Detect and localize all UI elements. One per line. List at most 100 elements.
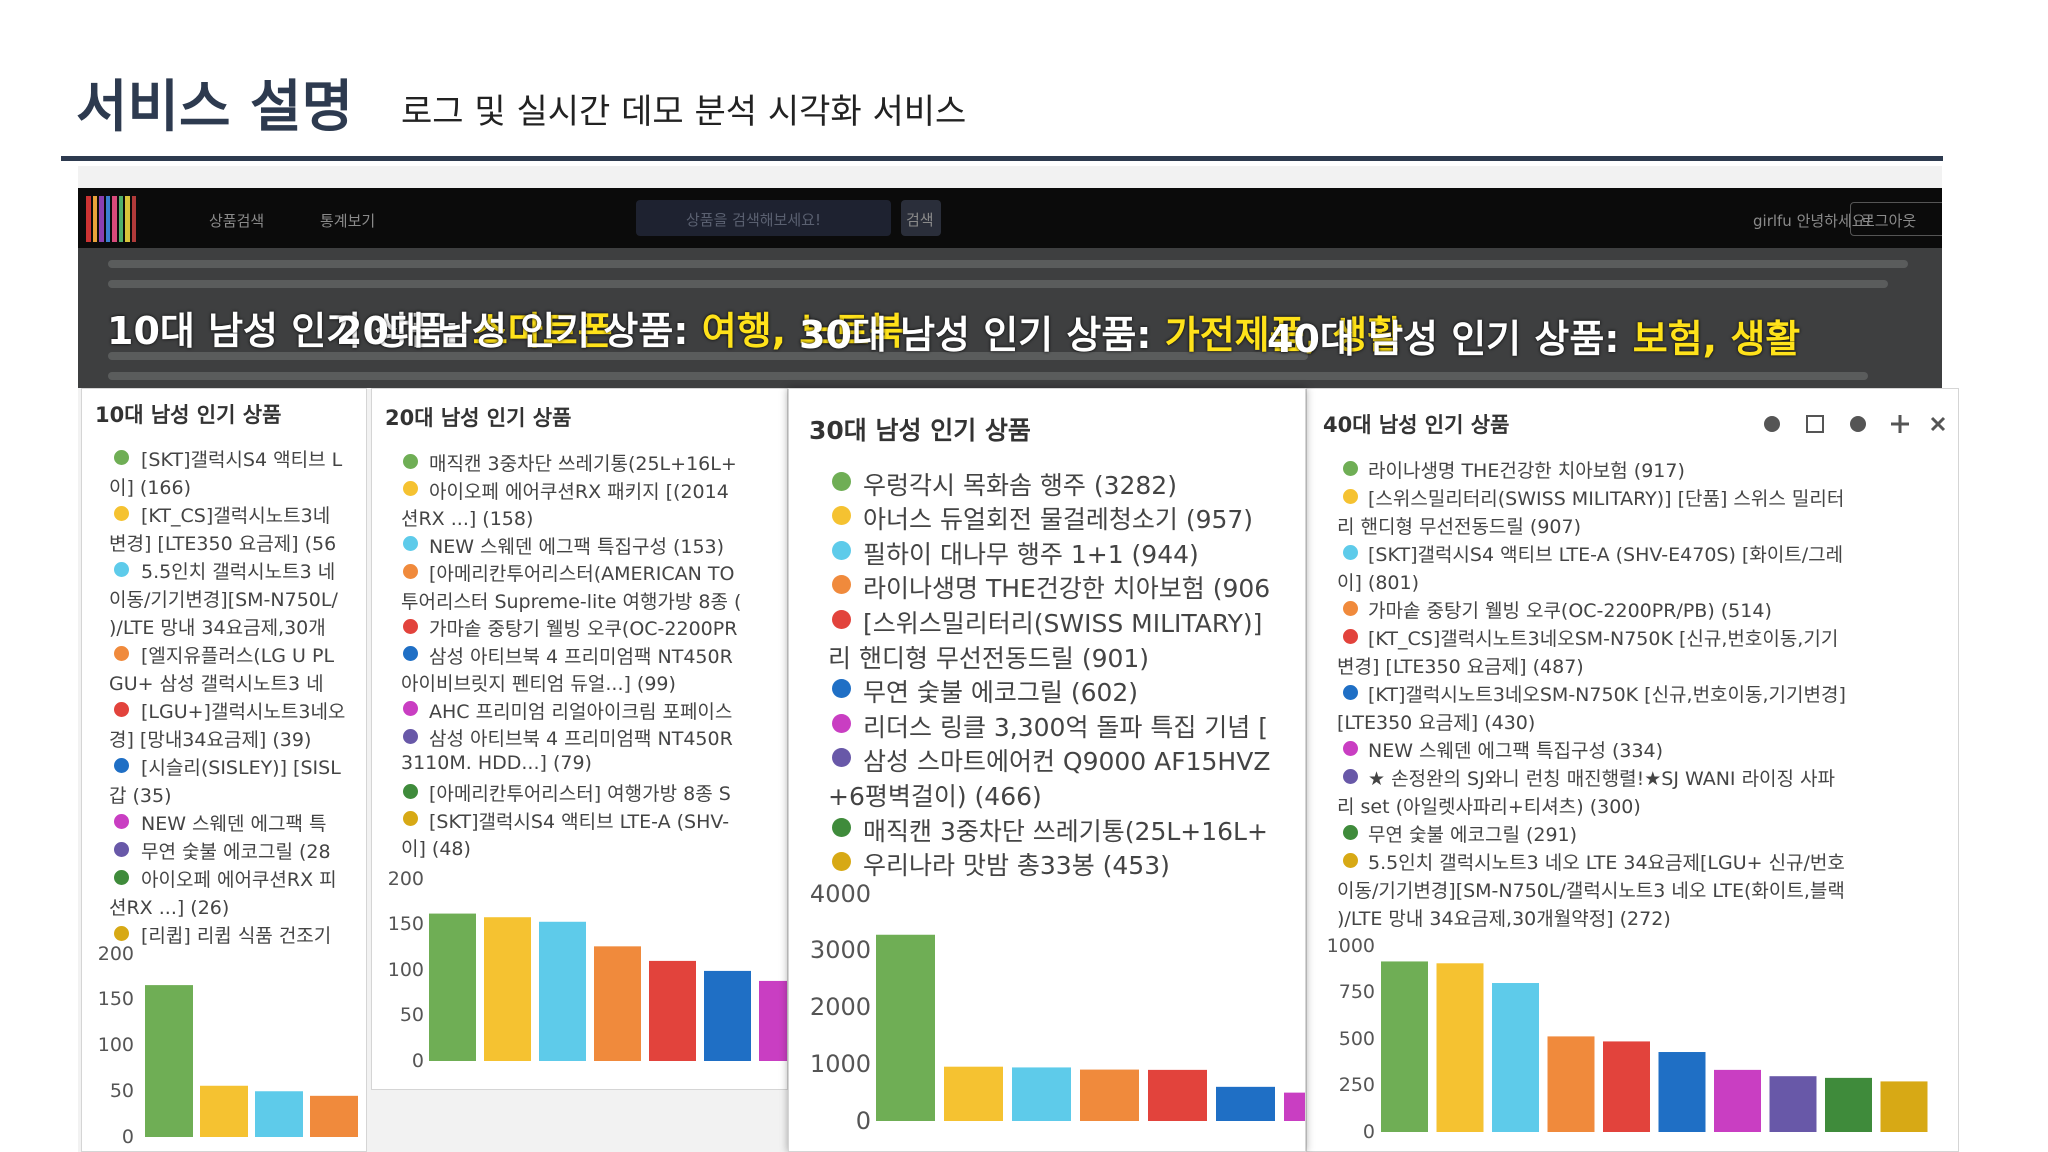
ticker-band	[78, 248, 1942, 388]
y-tick-label: 0	[789, 1106, 871, 1135]
legend-dot	[113, 757, 129, 773]
legend-label: 리 핸디형 무선전동드릴 (907)	[1337, 516, 1582, 539]
legend-label: 션RX ...] (26)	[109, 897, 230, 920]
legend-label: [아메리칸투어리스터(AMERICAN TO	[429, 563, 735, 586]
bar	[944, 1066, 1003, 1121]
legend-dot	[113, 869, 129, 885]
legend-label: 아이오페 에어쿠션RX 패키지 [(2014	[429, 480, 729, 503]
legend-dot	[1342, 684, 1358, 700]
legend-dot	[831, 540, 851, 560]
legend-label: 우리나라 맛밤 총33봉 (453)	[863, 851, 1170, 881]
legend-label: AHC 프리미엄 리얼아이크림 포페이스	[429, 700, 733, 723]
legend-label: 투어리스터 Supreme-lite 여행가방 8종 (	[401, 590, 742, 613]
overlay-highlight: 보험, 생활	[1632, 317, 1801, 361]
legend-label: [리큅] 리큅 식품 건조기	[141, 925, 332, 948]
bar	[1769, 1076, 1817, 1132]
legend-label: [스위스밀리터리(SWISS MILITARY)] [단품] 스위스 밀리터	[1368, 488, 1845, 511]
legend-label: 션RX ...] (158)	[401, 508, 534, 531]
legend-dot	[402, 536, 418, 551]
legend-dot	[831, 609, 851, 629]
nav-link[interactable]: 통계보기	[320, 212, 376, 230]
legend-label: 무연 숯불 에코그릴 (602)	[863, 678, 1139, 708]
bar	[1012, 1067, 1071, 1121]
y-tick-label: 2000	[789, 993, 871, 1022]
legend-dot	[113, 561, 129, 577]
slide-subtitle: 로그 및 실시간 데모 분석 시각화 서비스	[401, 92, 967, 132]
navbar: 상품검색 통계보기 상품을 검색해보세요! 검색 girlfu 안녕하세요! 로…	[78, 188, 1942, 248]
legend-dot	[402, 783, 418, 799]
search-box[interactable]: 상품을 검색해보세요!	[636, 200, 891, 236]
legend-label: [LTE350 요금제] (430)	[1337, 712, 1536, 735]
ticker-line	[108, 372, 1868, 380]
legend-label: 아이비브릿지 펜티엄 듀얼...] (99)	[401, 673, 676, 696]
logout-label: 로그아웃	[1861, 212, 1917, 230]
toolbar-icon	[1850, 416, 1866, 432]
bar	[200, 1085, 248, 1137]
bar	[1436, 963, 1484, 1132]
legend-dot	[831, 713, 851, 733]
overlay-highlight: 가전제품, 생활	[1164, 313, 1403, 357]
legend-dot	[402, 563, 418, 579]
title-rule	[61, 156, 1943, 161]
logout-button[interactable]: 로그아웃	[1850, 202, 1942, 236]
y-tick-label: 1000	[1307, 934, 1375, 957]
bar	[1714, 1069, 1761, 1132]
legend-dot	[402, 811, 418, 826]
legend-label: 무연 숯불 에코그릴 (28	[141, 841, 331, 864]
legend-label: NEW 스웨덴 에그팩 특집구성 (334)	[1368, 740, 1664, 763]
y-tick-label: 100	[82, 1034, 134, 1057]
legend-label: )/LTE 망내 34요금제,30개	[109, 617, 326, 640]
legend-label: [SKT]갤럭시S4 액티브 LTE-A (SHV-	[429, 810, 730, 833]
chart-panel: 10대 남성 인기 상품 [SKT]갤럭시S4 액티브 L 이] (166) [KT_…	[81, 388, 367, 1152]
legend-dot	[1342, 740, 1358, 756]
legend-label: )/LTE 망내 34요금제,30개월약정] (272)	[1337, 908, 1671, 931]
nav-link[interactable]: 상품검색	[209, 212, 265, 230]
legend-label: 리더스 링클 3,300억 돌파 특집 기념 [	[863, 712, 1269, 742]
legend-dot	[831, 575, 851, 595]
overlay-caption: 40대 남성 인기 상품: 보험, 생활	[1267, 308, 1800, 363]
slide-title: 서비스 설명	[76, 75, 354, 140]
legend-label: 리 핸디형 무선전동드릴 (901)	[828, 643, 1150, 673]
legend-label: 3110M. HDD...] (79)	[401, 751, 592, 774]
legend-dot	[1342, 628, 1358, 644]
y-tick-label: 500	[1307, 1027, 1375, 1050]
legend-label: ★ 손정완의 SJ와니 런칭 매진행렬!★SJ WANI 라이징 사파	[1368, 768, 1836, 791]
search-button[interactable]: 검색	[901, 200, 941, 236]
legend-label: [아메리칸투어리스터] 여행가방 8종 S	[429, 783, 731, 806]
panel-title: 10대 남성 인기 상품	[95, 403, 282, 427]
bar	[1492, 983, 1539, 1132]
legend-label: [KT_CS]갤럭시노트3네	[141, 505, 331, 528]
y-tick-label: 50	[82, 1079, 134, 1102]
bar	[429, 913, 476, 1061]
overlay-caption: 10대 남성 인기 상품: 스마트폰	[107, 300, 613, 355]
legend-label: 갑 (35)	[109, 785, 172, 808]
legend-label: 리 set (아일렛사파리+티셔츠) (300)	[1337, 796, 1641, 819]
ticker-line	[108, 280, 1888, 288]
legend-label: 삼성 스마트에어컨 Q9000 AF15HVZ	[863, 747, 1271, 777]
logo	[86, 196, 136, 242]
legend-label: 이] (166)	[109, 477, 192, 500]
legend-label: 매직캔 3중차단 쓰레기통(25L+16L+	[863, 816, 1268, 846]
overlay-caption: 20대 남성 인기 상품: 여행, 노트북	[336, 300, 904, 355]
panel-title: 40대 남성 인기 상품	[1323, 413, 1510, 437]
search-button-label: 검색	[906, 211, 934, 229]
legend-label: 매직캔 3중차단 쓰레기통(25L+16L+	[429, 453, 737, 476]
toolbar-icon	[1891, 415, 1909, 433]
bar	[759, 980, 787, 1061]
legend-dot	[1342, 544, 1358, 560]
bar	[484, 917, 531, 1061]
toolbar-icon	[1806, 415, 1824, 433]
legend-label: 아이오페 에어쿠션RX 피	[141, 869, 337, 892]
ticker-line	[108, 260, 1908, 268]
bar	[255, 1091, 303, 1137]
bar	[1381, 961, 1428, 1132]
legend-dot	[831, 679, 851, 699]
legend-dot	[402, 728, 418, 744]
y-tick-label: 4000	[789, 879, 871, 908]
toolbar-icon	[1930, 416, 1946, 432]
legend-dot	[113, 813, 129, 829]
y-tick-label: 750	[1307, 981, 1375, 1004]
legend-dot	[1342, 768, 1358, 784]
y-tick-label: 200	[82, 942, 134, 965]
